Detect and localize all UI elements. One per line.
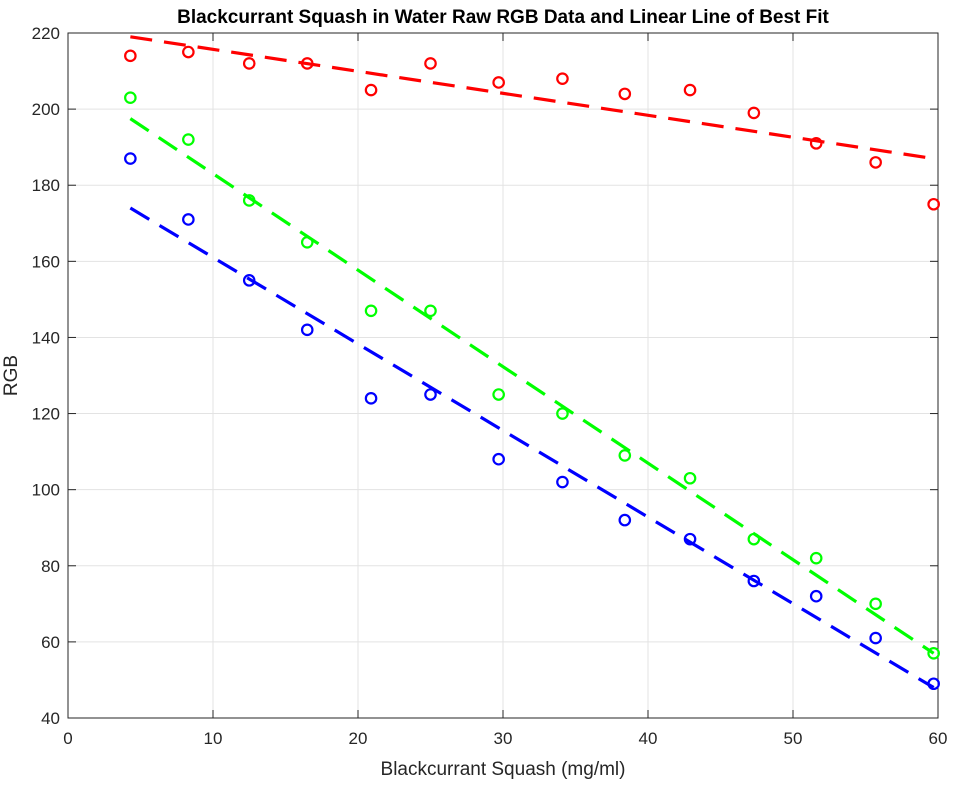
- green-data-point: [869, 597, 882, 611]
- axis-ticks: 0 10 20 30 40 50 60 40 60 80 100 120 140 160 180 200 220: [32, 24, 948, 748]
- blue-data-point: [747, 574, 761, 588]
- green-data-point: [683, 471, 697, 485]
- y-tick-label: 220: [32, 24, 60, 43]
- y-tick-label: 160: [32, 252, 60, 271]
- green-data-point: [747, 532, 761, 546]
- green-data-point: [124, 91, 137, 104]
- blue-data-point: [242, 274, 256, 287]
- green-data-point: [556, 407, 569, 420]
- green-data-point: [809, 551, 823, 565]
- y-tick-label: 120: [32, 405, 60, 424]
- red-data-point: [927, 197, 940, 211]
- blue-data-point: [869, 631, 882, 645]
- green-data-point: [364, 304, 378, 318]
- green-data-point: [618, 449, 632, 462]
- blue-fit-line: [129, 206, 935, 689]
- data-points: [124, 45, 940, 691]
- blue-data-point: [556, 475, 569, 489]
- blue-data-point: [927, 677, 940, 691]
- blue-data-point: [364, 392, 378, 405]
- red-data-point: [747, 106, 761, 120]
- blue-data-point: [300, 323, 314, 337]
- x-tick-label: 0: [63, 729, 72, 748]
- green-data-point: [492, 388, 505, 401]
- green-data-point: [182, 133, 195, 146]
- blue-data-point: [124, 152, 137, 165]
- green-fit-line: [129, 117, 935, 655]
- fit-lines: [129, 35, 935, 689]
- red-data-point: [124, 49, 137, 63]
- blue-data-point: [618, 513, 632, 527]
- red-data-point: [492, 76, 505, 89]
- blue-data-point: [182, 213, 195, 226]
- y-tick-label: 40: [41, 709, 60, 728]
- blue-data-point: [809, 589, 823, 603]
- x-tick-label: 10: [204, 729, 223, 748]
- red-data-point: [683, 83, 697, 97]
- red-data-point: [182, 45, 195, 59]
- blue-data-point: [492, 452, 505, 466]
- x-tick-label: 30: [494, 729, 513, 748]
- grid: [67, 32, 939, 719]
- green-data-point: [424, 304, 437, 318]
- red-data-point: [300, 57, 314, 70]
- green-data-point: [242, 194, 256, 207]
- green-data-point: [927, 647, 940, 660]
- green-data-point: [300, 236, 314, 249]
- y-tick-label: 180: [32, 176, 60, 195]
- y-tick-label: 100: [32, 481, 60, 500]
- x-tick-label: 20: [349, 729, 368, 748]
- y-tick-label: 140: [32, 328, 60, 347]
- blue-data-point: [424, 388, 437, 401]
- red-data-point: [424, 57, 437, 70]
- y-tick-label: 60: [41, 633, 60, 652]
- red-data-point: [242, 57, 256, 70]
- x-tick-label: 60: [929, 729, 948, 748]
- x-tick-label: 40: [639, 729, 658, 748]
- x-axis-label: Blackcurrant Squash (mg/ml): [381, 759, 626, 780]
- blue-data-point: [683, 532, 697, 546]
- y-tick-label: 200: [32, 100, 60, 119]
- red-data-point: [364, 83, 378, 97]
- chart-title: Blackcurrant Squash in Water Raw RGB Dat…: [177, 7, 829, 28]
- y-axis-label: RGB: [1, 355, 22, 396]
- red-data-point: [809, 137, 823, 150]
- y-tick-label: 80: [41, 557, 60, 576]
- x-tick-label: 50: [784, 729, 803, 748]
- red-data-point: [869, 156, 882, 169]
- red-data-point: [556, 72, 569, 85]
- red-data-point: [618, 87, 632, 101]
